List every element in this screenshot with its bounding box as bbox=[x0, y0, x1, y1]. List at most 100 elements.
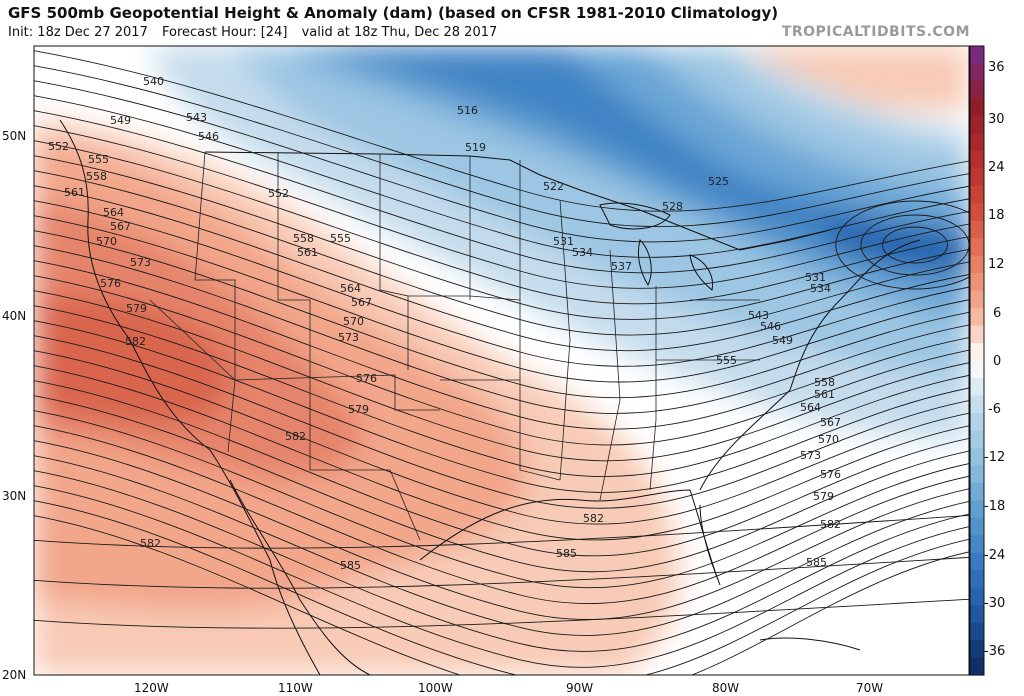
svg-text:567: 567 bbox=[110, 220, 131, 233]
svg-text:531: 531 bbox=[805, 271, 826, 284]
height-contour-line bbox=[34, 140, 969, 305]
lake-huron bbox=[689, 254, 714, 291]
lat-label-40n: 40N bbox=[2, 309, 26, 323]
height-contour-line bbox=[34, 290, 969, 462]
height-contour-line bbox=[34, 95, 969, 258]
svg-text:549: 549 bbox=[772, 334, 793, 347]
colorbar-segment bbox=[970, 360, 984, 379]
height-contour-line bbox=[34, 350, 969, 525]
colorbar-segment bbox=[970, 605, 984, 624]
height-contour-line bbox=[34, 110, 969, 274]
low-center-contour bbox=[882, 226, 948, 264]
colorbar-label-m36: -36 bbox=[984, 644, 1005, 659]
svg-text:582: 582 bbox=[583, 512, 604, 525]
colorbar-segment bbox=[970, 552, 984, 571]
gulf-coastline bbox=[419, 489, 721, 586]
colorbar-segment bbox=[970, 430, 984, 449]
contour-label-555: 555 bbox=[330, 232, 351, 245]
contour-label-582: 582 bbox=[285, 430, 306, 443]
anomaly-colorbar bbox=[969, 45, 985, 676]
height-contour-line bbox=[34, 275, 969, 446]
svg-text:555: 555 bbox=[716, 354, 737, 367]
height-contour-line bbox=[34, 200, 969, 367]
lon-label-110w: 110W bbox=[278, 681, 313, 695]
contour-label-540: 540 bbox=[143, 75, 164, 88]
valid-time: valid at 18z Thu, Dec 28 2017 bbox=[301, 25, 498, 40]
contour-label-567: 567 bbox=[351, 296, 372, 309]
colorbar-label-36: 36 bbox=[988, 60, 1005, 75]
colorbar-label-m18: -18 bbox=[984, 499, 1005, 514]
colorbar-segment bbox=[970, 517, 984, 536]
map-title: GFS 500mb Geopotential Height & Anomaly … bbox=[8, 4, 779, 22]
contour-label-546: 546 bbox=[198, 130, 219, 143]
svg-text:585: 585 bbox=[556, 547, 577, 560]
height-contours bbox=[34, 50, 969, 675]
colorbar-segment bbox=[970, 185, 984, 204]
colorbar-segment bbox=[970, 63, 984, 82]
height-contour-line bbox=[34, 320, 969, 493]
colorbar-segment bbox=[970, 465, 984, 484]
colorbar-segment bbox=[970, 570, 984, 589]
contour-label-522: 522 bbox=[543, 180, 564, 193]
colorbar-segment bbox=[970, 273, 984, 292]
height-contour-line bbox=[34, 155, 969, 320]
colorbar-segment bbox=[970, 640, 984, 659]
height-contour-line bbox=[34, 470, 969, 652]
colorbar-labels: 36 30 24 18 12 6 0 -6 -12 -18 -24 -30 -3… bbox=[984, 60, 1005, 659]
height-contour-line bbox=[34, 455, 969, 636]
height-contour-line bbox=[34, 395, 969, 573]
contour-label-573: 573 bbox=[338, 331, 359, 344]
map-frame bbox=[33, 45, 970, 676]
svg-text:585: 585 bbox=[806, 556, 827, 569]
colorbar-label-m30: -30 bbox=[984, 596, 1005, 611]
colorbar-label-12: 12 bbox=[988, 257, 1005, 272]
svg-text:561: 561 bbox=[64, 186, 85, 199]
svg-text:582: 582 bbox=[125, 335, 146, 348]
colorbar-segment bbox=[970, 290, 984, 309]
contour-label-561: 561 bbox=[297, 246, 318, 259]
height-contour-line bbox=[34, 65, 969, 227]
contour-label-570: 570 bbox=[343, 315, 364, 328]
svg-text:582: 582 bbox=[140, 537, 161, 550]
svg-text:552: 552 bbox=[48, 140, 69, 153]
svg-text:570: 570 bbox=[96, 235, 117, 248]
cuba bbox=[759, 637, 861, 651]
lat-label-30n: 30N bbox=[2, 489, 26, 503]
contour-label-558: 558 bbox=[293, 232, 314, 245]
colorbar-segment bbox=[970, 80, 984, 100]
svg-text:564: 564 bbox=[103, 206, 124, 219]
svg-text:534: 534 bbox=[810, 282, 831, 295]
colorbar-segment bbox=[970, 412, 984, 431]
svg-text:582: 582 bbox=[820, 518, 841, 531]
svg-text:561: 561 bbox=[814, 388, 835, 401]
contour-label-534: 534 bbox=[572, 246, 593, 259]
colorbar-segment bbox=[970, 657, 984, 676]
height-contour-line bbox=[34, 170, 969, 336]
contour-label-564: 564 bbox=[340, 282, 361, 295]
low-center-contour bbox=[860, 214, 969, 276]
colorbar-segment bbox=[970, 587, 984, 606]
svg-text:558: 558 bbox=[814, 376, 835, 389]
height-contour-line bbox=[34, 260, 969, 430]
svg-text:570: 570 bbox=[818, 433, 839, 446]
contour-label-585: 585 bbox=[340, 559, 361, 572]
svg-text:576: 576 bbox=[100, 277, 121, 290]
svg-text:579: 579 bbox=[813, 490, 834, 503]
height-contour-line bbox=[34, 245, 969, 414]
contour-label-531: 531 bbox=[553, 235, 574, 248]
svg-text:555: 555 bbox=[88, 153, 109, 166]
colorbar-label-24: 24 bbox=[988, 160, 1005, 175]
colorbar-segment bbox=[970, 203, 984, 222]
colorbar-label-m24: -24 bbox=[984, 548, 1005, 563]
colorbar-segment bbox=[970, 255, 984, 274]
latitude-labels: 50N 40N 30N 20N bbox=[2, 129, 26, 682]
colorbar-segment bbox=[970, 115, 984, 134]
colorbar-segment bbox=[970, 46, 984, 65]
contour-label-549: 549 bbox=[110, 114, 131, 127]
colorbar-frame bbox=[969, 45, 985, 676]
height-contour-line bbox=[34, 365, 969, 541]
low-center-contour bbox=[835, 200, 969, 290]
height-contour-line bbox=[34, 185, 969, 352]
longitude-labels: 120W 110W 100W 90W 80W 70W bbox=[134, 681, 883, 695]
colorbar-label-18: 18 bbox=[988, 208, 1005, 223]
